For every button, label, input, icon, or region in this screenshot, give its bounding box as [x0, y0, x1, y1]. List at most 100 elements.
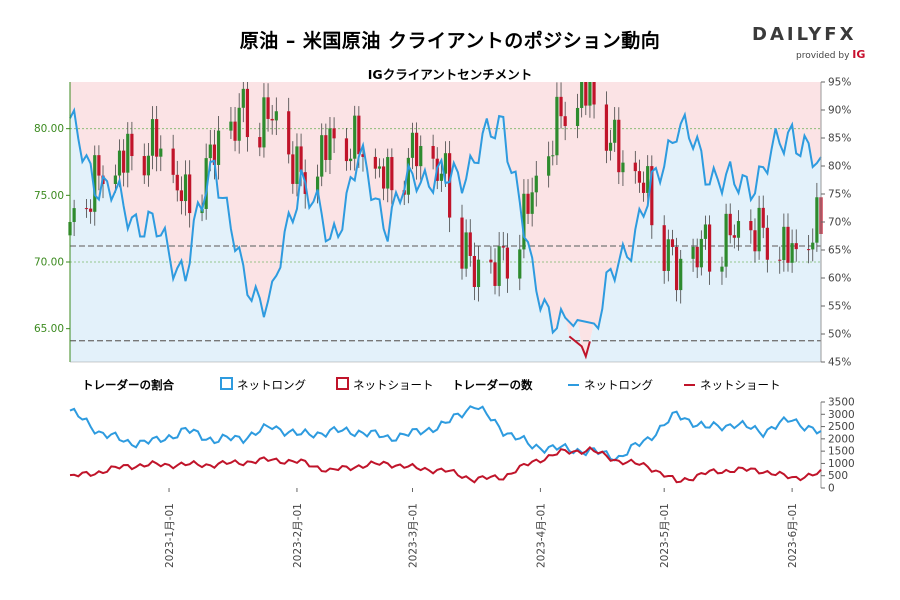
candle-body — [794, 243, 798, 250]
candle-body — [468, 232, 472, 256]
candle-body — [324, 135, 328, 160]
candle-body — [526, 193, 530, 214]
candle-body — [613, 119, 617, 143]
candle-body — [646, 166, 650, 193]
candle-body — [666, 239, 670, 271]
percent-tick-label: 60% — [828, 273, 851, 285]
candle-body — [584, 82, 588, 106]
candle-body — [464, 232, 468, 269]
candle-body — [732, 235, 736, 238]
candle-body — [266, 97, 270, 119]
count-legend-short: ネットショート — [684, 377, 781, 393]
candle-body — [179, 190, 184, 202]
candle-body — [150, 119, 155, 156]
candle-body — [287, 111, 291, 155]
candle-body — [183, 174, 188, 202]
candle-body — [641, 182, 646, 193]
candle-body — [460, 217, 464, 269]
long-square-icon — [220, 377, 233, 390]
ratio-short-label: ネットショート — [353, 378, 434, 392]
x-tick-label: 2023-4月-01 — [535, 503, 547, 568]
percent-tick-label: 80% — [828, 161, 851, 173]
candle-body — [497, 246, 501, 286]
candle-body — [563, 116, 567, 127]
candle-body — [559, 96, 563, 117]
candle-body — [410, 132, 415, 158]
candle-body — [443, 153, 448, 174]
count-legend-title: トレーダーの数 — [452, 378, 533, 392]
candle-body — [295, 146, 299, 184]
candle-body — [93, 155, 97, 212]
candle-body — [699, 238, 703, 268]
count-tick-label: 500 — [828, 470, 848, 482]
candle-body — [662, 225, 666, 271]
candle-body — [757, 207, 761, 252]
candle-body — [245, 88, 250, 138]
candle-body — [353, 115, 357, 159]
candle-body — [348, 158, 353, 162]
chart-title: 原油 – 米国原油 クライアントのポジション動向 — [239, 30, 661, 52]
candle-body — [736, 221, 741, 238]
x-axis — [168, 488, 793, 492]
candle-body — [778, 259, 782, 261]
candle-body — [472, 255, 476, 288]
candle-body — [270, 118, 274, 121]
dailyfx-logo: DAILYFX provided by IG — [752, 24, 872, 64]
candle-body — [707, 224, 712, 272]
candle-body — [592, 82, 596, 105]
count-tick-label: 3500 — [828, 397, 855, 409]
candle-body — [720, 266, 724, 272]
candle-body — [175, 174, 179, 191]
percent-tick-label: 95% — [828, 77, 851, 89]
percent-tick-label: 75% — [828, 189, 851, 201]
x-tick-label: 2023-3月-01 — [407, 503, 419, 568]
candle-body — [691, 246, 695, 259]
candle-body — [274, 111, 278, 121]
ratio-long-label: ネットロング — [237, 378, 306, 392]
candle-body — [258, 137, 262, 148]
candle-body — [765, 227, 769, 260]
candle-body — [390, 157, 394, 191]
net-short-percentage-line — [568, 335, 591, 360]
candle-body — [807, 249, 811, 251]
candle-body — [89, 208, 93, 212]
percent-tick-label: 45% — [828, 357, 851, 369]
count-tick-label: 0 — [828, 483, 835, 495]
count-net-short-line — [69, 446, 822, 484]
candle-body — [291, 154, 295, 184]
candle-body — [493, 262, 497, 286]
candle-body — [551, 155, 555, 157]
candle-body — [262, 97, 266, 148]
candle-body — [695, 246, 699, 268]
short-square-icon — [336, 377, 349, 390]
candle-body — [188, 174, 192, 214]
candle-body — [216, 130, 221, 165]
candle-body — [621, 162, 625, 173]
percent-tick-label: 90% — [828, 105, 851, 117]
candle-body — [674, 246, 679, 291]
candle-body — [328, 128, 332, 160]
candle-body — [633, 162, 637, 172]
count-legend-long: ネットロング — [568, 377, 653, 393]
candle-body — [142, 156, 146, 176]
candle-body — [580, 82, 584, 108]
candle-body — [749, 221, 753, 231]
count-net-long-line — [69, 405, 822, 462]
candle-body — [670, 239, 675, 247]
candle-body — [617, 119, 621, 173]
sentiment-lines — [69, 107, 822, 360]
candle-body — [489, 259, 493, 263]
candle-body — [97, 155, 101, 176]
candle-body — [637, 171, 642, 183]
count-legend: トレーダーの数 — [452, 377, 533, 393]
candle-body — [728, 213, 732, 236]
candle-body — [117, 150, 122, 176]
candle-body — [724, 213, 728, 267]
count-tick-label: 2500 — [828, 421, 855, 433]
count-tick-label: 1500 — [828, 446, 855, 458]
candle-body — [212, 144, 217, 165]
percent-tick-label: 65% — [828, 245, 851, 257]
candle-body — [650, 166, 654, 226]
candle-body — [501, 246, 505, 248]
candle-body — [241, 88, 245, 108]
